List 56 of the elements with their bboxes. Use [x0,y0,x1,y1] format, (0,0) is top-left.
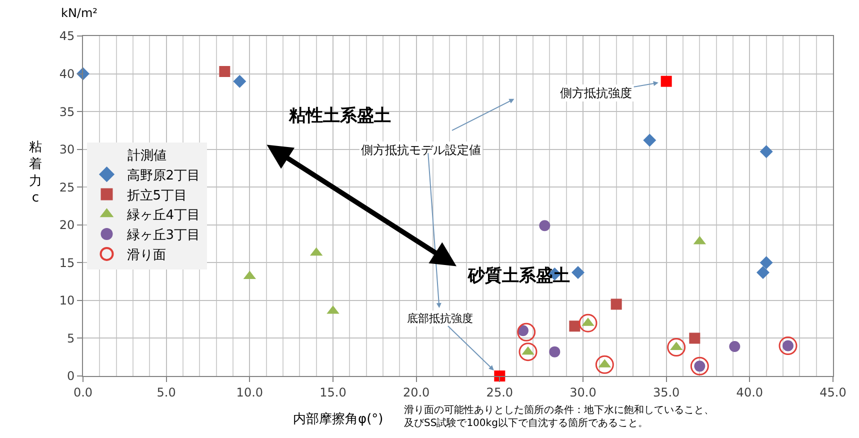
annotation: 粘性土系盛土 [288,106,391,126]
legend-label: 折立5丁目 [126,187,188,204]
point [233,74,246,88]
annotation: 側方抵抗モデル設定値 [361,143,481,157]
point [760,145,773,158]
annotation: 底部抵抗強度 [407,312,473,325]
y-tick-label: 20 [59,218,75,232]
legend-label: 高野原2丁目 [126,167,200,184]
point [689,332,700,344]
point [595,355,614,374]
y-tick-label: 35 [59,104,75,119]
legend-label: 緑ヶ丘4丁目 [126,208,200,224]
x-tick-label: 30.0 [570,385,596,400]
x-tick-label: 20.0 [402,385,430,400]
point [518,342,538,362]
y-tick-label: 40 [59,66,75,81]
point [729,341,740,352]
annotation: 砂質土系盛土 [467,266,570,286]
x-tick-label: 15.0 [320,385,346,400]
point [643,134,656,147]
x-tick-label: 5.0 [156,385,176,400]
text: 滑り面の可能性ありとした箇所の条件：地下水に飽和していること、及びSS試験で100kg以下で自沈する箇所であること。 [404,404,714,429]
y-axis-title: 粘着力c [29,140,42,206]
text: kN/m² [61,6,98,20]
y-tick-label: 15 [59,256,75,270]
point [569,320,580,332]
x-axis-title: 内部摩擦角φ(°) [293,412,384,427]
y-tick-label: 0 [66,369,75,384]
x-tick-label: 10.0 [236,385,264,400]
y-tick-label: 45 [59,29,75,44]
x-tick-label: 45.0 [820,385,846,400]
x-tick-label: 25.0 [486,385,514,400]
y-tick-label: 30 [59,142,75,157]
point [539,220,550,232]
legend-label: 緑ヶ丘3丁目 [126,228,200,244]
x-tick-label: 40.0 [736,385,764,400]
point [778,336,798,356]
x-tick-label: 35.0 [652,385,680,400]
point [760,256,773,270]
point [578,314,598,332]
x-tick-label: 0.0 [73,385,93,400]
legend-title: 計測値 [127,148,166,164]
y-tick-label: 5 [66,331,75,346]
point [572,266,584,279]
point [517,322,536,342]
point [610,298,622,310]
point [756,266,770,279]
y-tick-label: 10 [59,294,75,308]
point [690,356,709,376]
annotation: 側方抵抗強度 [560,86,632,100]
y-tick-label: 25 [59,180,75,194]
point [219,66,230,78]
point [660,76,672,87]
point [667,338,686,357]
point [549,346,560,358]
legend-label: 滑り面 [126,248,166,264]
